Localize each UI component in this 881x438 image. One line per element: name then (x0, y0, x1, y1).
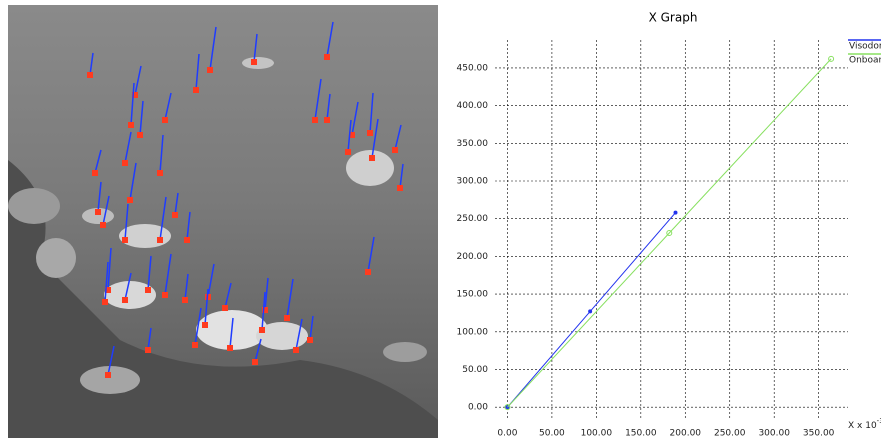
feature-point (293, 347, 299, 353)
y-tick-label: 0.00 (468, 403, 488, 413)
x-axis-label: X x 10-3 (848, 417, 881, 431)
feature-point (122, 160, 128, 166)
chart: X Graph X x 10-3 0.00 50.00 100.00 150.00 20… (457, 11, 881, 438)
feature-point (128, 122, 134, 128)
feature-point (345, 149, 351, 155)
chart-title: X Graph (649, 11, 698, 25)
rock (242, 57, 274, 69)
x-tick-label: 150.00 (625, 429, 657, 438)
x-tick-label: 0.00 (497, 429, 517, 438)
y-tick-label: 100.00 (457, 327, 489, 337)
view: X Graph X x 10-3 0.00 50.00 100.00 150.00 20… (0, 0, 881, 438)
feature-point (122, 237, 128, 243)
rock (119, 224, 171, 248)
feature-point (102, 299, 108, 305)
screen: X Graph X x 10-3 0.00 50.00 100.00 150.00 20… (0, 0, 881, 438)
feature-point (252, 359, 258, 365)
feature-point (145, 287, 151, 293)
x-tick-label: 250.00 (714, 429, 746, 438)
feature-point (87, 72, 93, 78)
point (674, 211, 677, 214)
point (589, 310, 592, 313)
feature-point (92, 170, 98, 176)
y-tick-label: 450.00 (457, 63, 489, 73)
rock (36, 238, 76, 278)
feature-point (162, 117, 168, 123)
feature-point (227, 345, 233, 351)
x-tick-label: 200.00 (670, 429, 702, 438)
feature-point (392, 147, 398, 153)
feature-point (207, 67, 213, 73)
camera-image (8, 5, 438, 438)
feature-point (172, 212, 178, 218)
x-tick-label: 350.00 (803, 429, 835, 438)
y-tick-label: 300.00 (457, 176, 489, 186)
feature-point (157, 237, 163, 243)
x-tick-label: 300.00 (758, 429, 790, 438)
feature-point (100, 222, 106, 228)
feature-point (182, 297, 188, 303)
x-label-exponent: -3 (877, 417, 881, 425)
feature-point (157, 170, 163, 176)
y-tick-label: 350.00 (457, 139, 489, 149)
feature-point (259, 327, 265, 333)
feature-point (397, 185, 403, 191)
series-line (507, 213, 675, 408)
feature-point (367, 130, 373, 136)
y-tick-label: 50.00 (462, 365, 488, 375)
feature-point (193, 87, 199, 93)
feature-point (127, 197, 133, 203)
feature-point (312, 117, 318, 123)
feature-point (365, 269, 371, 275)
x-label-base: X x 10 (848, 421, 877, 431)
feature-point (324, 117, 330, 123)
feature-point (284, 315, 290, 321)
x-tick-label: 100.00 (581, 429, 613, 438)
rock (383, 342, 427, 362)
feature-point (95, 209, 101, 215)
feature-point (324, 54, 330, 60)
feature-point (307, 337, 313, 343)
rock (8, 188, 60, 224)
feature-point (145, 347, 151, 353)
y-tick-label: 400.00 (457, 101, 489, 111)
feature-point (162, 292, 168, 298)
y-tick-label: 200.00 (457, 252, 489, 262)
feature-point (137, 132, 143, 138)
feature-point (192, 342, 198, 348)
feature-point (222, 305, 228, 311)
feature-point (251, 59, 257, 65)
feature-point (105, 372, 111, 378)
rock (80, 366, 140, 394)
series-line (507, 59, 831, 407)
feature-point (202, 322, 208, 328)
legend-label: Onboard (849, 56, 881, 66)
feature-point (184, 237, 190, 243)
y-tick-label: 150.00 (457, 290, 489, 300)
feature-point (122, 297, 128, 303)
legend-label: Visodom (849, 42, 881, 52)
y-tick-label: 250.00 (457, 214, 489, 224)
feature-point (369, 155, 375, 161)
x-tick-label: 50.00 (539, 429, 565, 438)
